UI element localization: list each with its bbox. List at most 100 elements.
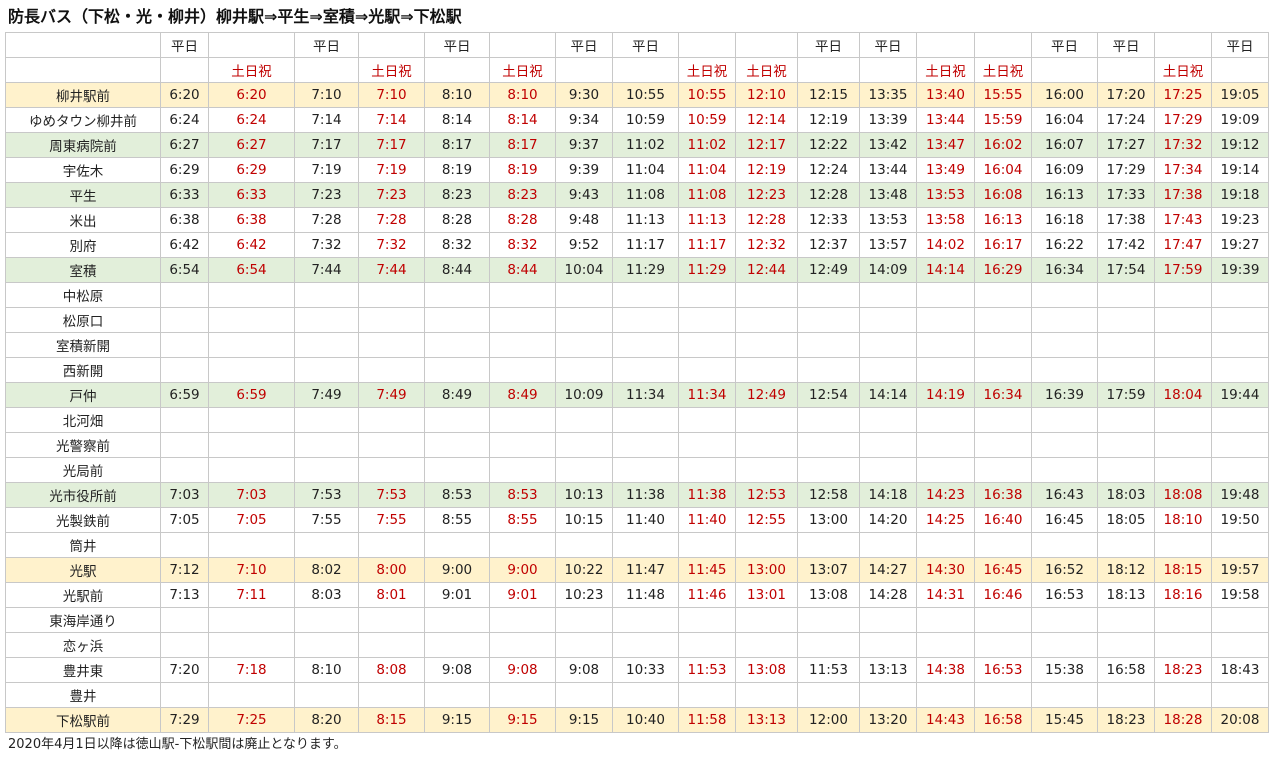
departure-time-cell xyxy=(489,532,556,558)
departure-time-cell: 17:32 xyxy=(1154,132,1212,158)
departure-time-cell: 7:10 xyxy=(208,557,295,583)
departure-time-cell: 8:19 xyxy=(424,157,490,183)
departure-time-cell: 8:14 xyxy=(424,107,490,133)
departure-time-cell: 16:08 xyxy=(974,182,1032,208)
departure-time-cell: 16:07 xyxy=(1031,132,1098,158)
day-type-weekend-cell xyxy=(555,57,613,83)
departure-time-cell: 17:25 xyxy=(1154,82,1212,108)
departure-time-cell xyxy=(489,407,556,433)
departure-time-cell xyxy=(916,457,975,483)
departure-time-cell: 15:59 xyxy=(974,107,1032,133)
departure-time-cell: 8:03 xyxy=(294,582,359,608)
departure-time-cell: 10:22 xyxy=(555,557,613,583)
departure-time-cell: 17:38 xyxy=(1097,207,1155,233)
stop-name-cell: 光局前 xyxy=(5,457,161,483)
departure-time-cell: 15:45 xyxy=(1031,707,1098,733)
departure-time-cell: 6:33 xyxy=(208,182,295,208)
departure-time-cell xyxy=(1211,332,1269,358)
departure-time-cell: 18:23 xyxy=(1154,657,1212,683)
day-type-weekend-cell: 土日祝 xyxy=(208,57,295,83)
departure-time-cell: 11:17 xyxy=(612,232,679,258)
departure-time-cell xyxy=(294,632,359,658)
departure-time-cell: 9:00 xyxy=(489,557,556,583)
departure-time-cell xyxy=(974,532,1032,558)
departure-time-cell: 17:59 xyxy=(1154,257,1212,283)
departure-time-cell xyxy=(1031,282,1098,308)
departure-time-cell xyxy=(735,682,798,708)
departure-time-cell: 17:27 xyxy=(1097,132,1155,158)
departure-time-cell xyxy=(1097,332,1155,358)
departure-time-cell: 9:30 xyxy=(555,82,613,108)
departure-time-cell: 12:49 xyxy=(797,257,860,283)
departure-time-cell: 8:32 xyxy=(489,232,556,258)
departure-time-cell: 7:03 xyxy=(208,482,295,508)
departure-time-cell xyxy=(358,632,425,658)
departure-time-cell: 19:09 xyxy=(1211,107,1269,133)
departure-time-cell xyxy=(358,432,425,458)
departure-time-cell: 12:14 xyxy=(735,107,798,133)
departure-time-cell: 13:49 xyxy=(916,157,975,183)
day-type-weekday-cell: 平日 xyxy=(612,32,679,58)
departure-time-cell: 6:54 xyxy=(208,257,295,283)
departure-time-cell: 8:28 xyxy=(424,207,490,233)
timetable-row: 西新開 xyxy=(5,357,1269,383)
departure-time-cell xyxy=(735,532,798,558)
departure-time-cell xyxy=(358,407,425,433)
departure-time-cell: 8:19 xyxy=(489,157,556,183)
departure-time-cell: 18:04 xyxy=(1154,382,1212,408)
departure-time-cell: 11:13 xyxy=(678,207,736,233)
departure-time-cell xyxy=(735,632,798,658)
departure-time-cell xyxy=(1211,457,1269,483)
day-type-weekend-cell: 土日祝 xyxy=(358,57,425,83)
departure-time-cell: 13:57 xyxy=(859,232,917,258)
departure-time-cell: 12:24 xyxy=(797,157,860,183)
departure-time-cell xyxy=(358,282,425,308)
departure-time-cell: 11:38 xyxy=(678,482,736,508)
departure-time-cell: 6:38 xyxy=(208,207,295,233)
departure-time-cell: 17:34 xyxy=(1154,157,1212,183)
day-type-weekend-cell: 土日祝 xyxy=(735,57,798,83)
departure-time-cell xyxy=(974,607,1032,633)
departure-time-cell xyxy=(1097,682,1155,708)
departure-time-cell: 13:40 xyxy=(916,82,975,108)
departure-time-cell: 9:01 xyxy=(489,582,556,608)
departure-time-cell: 7:23 xyxy=(294,182,359,208)
departure-time-cell xyxy=(489,632,556,658)
stop-name-cell: 米出 xyxy=(5,207,161,233)
day-type-weekend-cell xyxy=(859,57,917,83)
departure-time-cell: 11:08 xyxy=(678,182,736,208)
departure-time-cell: 16:52 xyxy=(1031,557,1098,583)
departure-time-cell xyxy=(294,432,359,458)
departure-time-cell xyxy=(916,282,975,308)
day-type-weekday-cell xyxy=(974,32,1032,58)
departure-time-cell: 8:10 xyxy=(424,82,490,108)
header-corner-cell xyxy=(5,57,161,83)
stop-name-cell: 平生 xyxy=(5,182,161,208)
departure-time-cell: 6:29 xyxy=(208,157,295,183)
departure-time-cell: 6:20 xyxy=(208,82,295,108)
departure-time-cell: 8:28 xyxy=(489,207,556,233)
departure-time-cell: 8:08 xyxy=(358,657,425,683)
stop-name-cell: 光製鉄前 xyxy=(5,507,161,533)
departure-time-cell: 9:01 xyxy=(424,582,490,608)
departure-time-cell xyxy=(1211,282,1269,308)
departure-time-cell: 18:10 xyxy=(1154,507,1212,533)
departure-time-cell: 13:13 xyxy=(735,707,798,733)
departure-time-cell xyxy=(678,407,736,433)
departure-time-cell xyxy=(797,307,860,333)
departure-time-cell xyxy=(916,357,975,383)
header-corner-cell xyxy=(5,32,161,58)
departure-time-cell xyxy=(1211,407,1269,433)
departure-time-cell: 8:00 xyxy=(358,557,425,583)
departure-time-cell xyxy=(797,682,860,708)
departure-time-cell: 18:23 xyxy=(1097,707,1155,733)
departure-time-cell xyxy=(1211,307,1269,333)
departure-time-cell: 14:20 xyxy=(859,507,917,533)
timetable-row: 柳井駅前 6:20 6:20 7:10 7:10 8:10 8:10 9:30 10:55 10:… xyxy=(5,82,1269,108)
departure-time-cell: 15:55 xyxy=(974,82,1032,108)
departure-time-cell: 7:49 xyxy=(358,382,425,408)
departure-time-cell: 6:29 xyxy=(160,157,209,183)
departure-time-cell xyxy=(612,307,679,333)
departure-time-cell: 18:08 xyxy=(1154,482,1212,508)
departure-time-cell: 13:13 xyxy=(859,657,917,683)
